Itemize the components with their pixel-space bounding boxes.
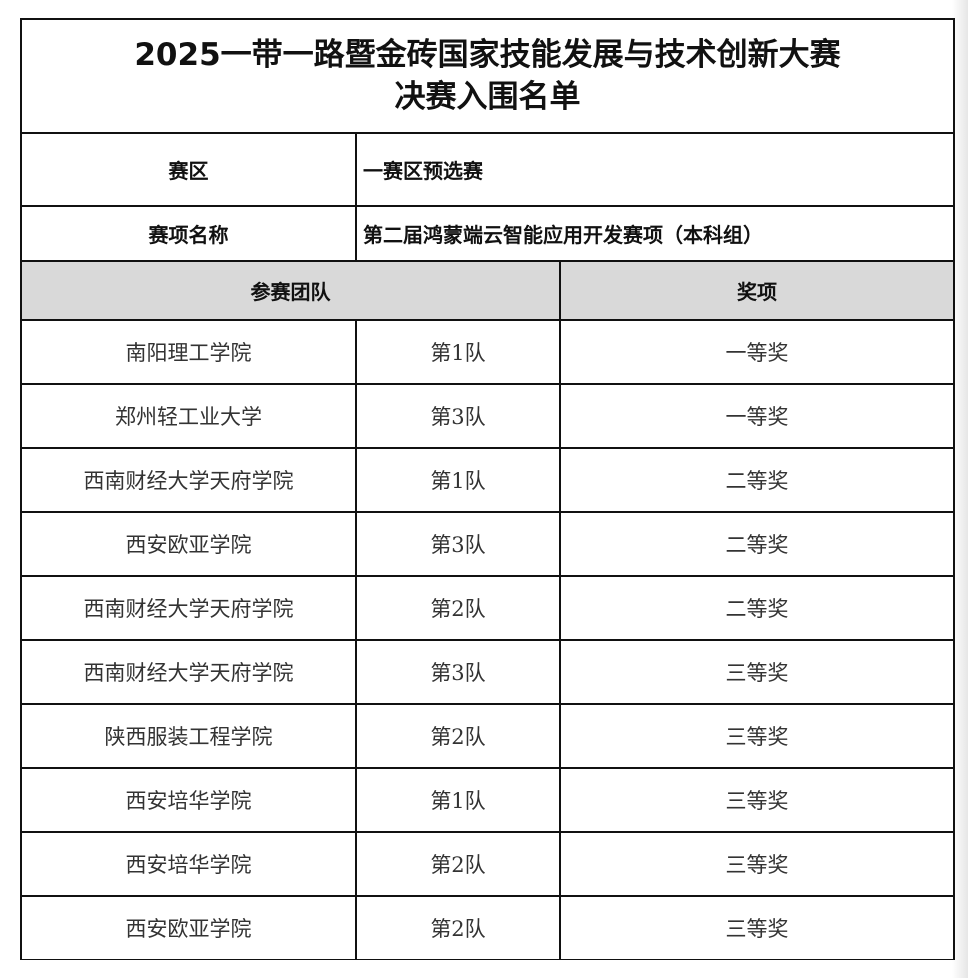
event-value: 第二届鸿蒙端云智能应用开发赛项（本科组） xyxy=(355,205,955,262)
event-label: 赛项名称 xyxy=(20,205,357,262)
table-row: 西南财经大学天府学院 第1队 二等奖 xyxy=(20,447,955,513)
cell-team: 第1队 xyxy=(355,319,561,385)
table-row: 郑州轻工业大学 第3队 一等奖 xyxy=(20,383,955,449)
cell-school: 郑州轻工业大学 xyxy=(20,383,357,449)
page-edge-shadow xyxy=(952,0,968,978)
region-value: 一赛区预选赛 xyxy=(355,132,955,207)
cell-school: 西南财经大学天府学院 xyxy=(20,639,357,705)
cell-award: 三等奖 xyxy=(559,703,955,769)
cell-award: 二等奖 xyxy=(559,511,955,577)
cell-school: 西安欧亚学院 xyxy=(20,511,357,577)
cell-school: 西南财经大学天府学院 xyxy=(20,575,357,641)
table-row: 南阳理工学院 第1队 一等奖 xyxy=(20,319,955,385)
cell-team: 第2队 xyxy=(355,703,561,769)
cell-team: 第3队 xyxy=(355,383,561,449)
cell-award: 二等奖 xyxy=(559,447,955,513)
table-title: 2025一带一路暨金砖国家技能发展与技术创新大赛 决赛入围名单 xyxy=(20,18,955,134)
table-row: 西安欧亚学院 第2队 三等奖 xyxy=(20,895,955,960)
cell-team: 第3队 xyxy=(355,639,561,705)
cell-team: 第2队 xyxy=(355,895,561,960)
cell-team: 第2队 xyxy=(355,831,561,897)
cell-award: 一等奖 xyxy=(559,383,955,449)
cell-school: 西安培华学院 xyxy=(20,767,357,833)
cell-school: 西南财经大学天府学院 xyxy=(20,447,357,513)
table-row: 陕西服装工程学院 第2队 三等奖 xyxy=(20,703,955,769)
cell-award: 二等奖 xyxy=(559,575,955,641)
table-row: 西安欧亚学院 第3队 二等奖 xyxy=(20,511,955,577)
cell-team: 第3队 xyxy=(355,511,561,577)
table-row: 西南财经大学天府学院 第3队 三等奖 xyxy=(20,639,955,705)
cell-award: 三等奖 xyxy=(559,895,955,960)
cell-team: 第1队 xyxy=(355,447,561,513)
title-line-2: 决赛入围名单 xyxy=(394,79,581,115)
cell-award: 三等奖 xyxy=(559,831,955,897)
cell-school: 南阳理工学院 xyxy=(20,319,357,385)
title-line-1: 2025一带一路暨金砖国家技能发展与技术创新大赛 xyxy=(134,37,841,73)
cell-school: 西安欧亚学院 xyxy=(20,895,357,960)
table-row: 西安培华学院 第2队 三等奖 xyxy=(20,831,955,897)
region-label: 赛区 xyxy=(20,132,357,207)
cell-school: 陕西服装工程学院 xyxy=(20,703,357,769)
cell-school: 西安培华学院 xyxy=(20,831,357,897)
table-row: 西南财经大学天府学院 第2队 二等奖 xyxy=(20,575,955,641)
header-award: 奖项 xyxy=(559,260,955,321)
cell-award: 三等奖 xyxy=(559,767,955,833)
cell-team: 第2队 xyxy=(355,575,561,641)
finalist-table: 2025一带一路暨金砖国家技能发展与技术创新大赛 决赛入围名单 赛区 一赛区预选… xyxy=(20,18,955,960)
cell-award: 一等奖 xyxy=(559,319,955,385)
cell-team: 第1队 xyxy=(355,767,561,833)
table-row: 西安培华学院 第1队 三等奖 xyxy=(20,767,955,833)
header-team: 参赛团队 xyxy=(20,260,561,321)
cell-award: 三等奖 xyxy=(559,639,955,705)
